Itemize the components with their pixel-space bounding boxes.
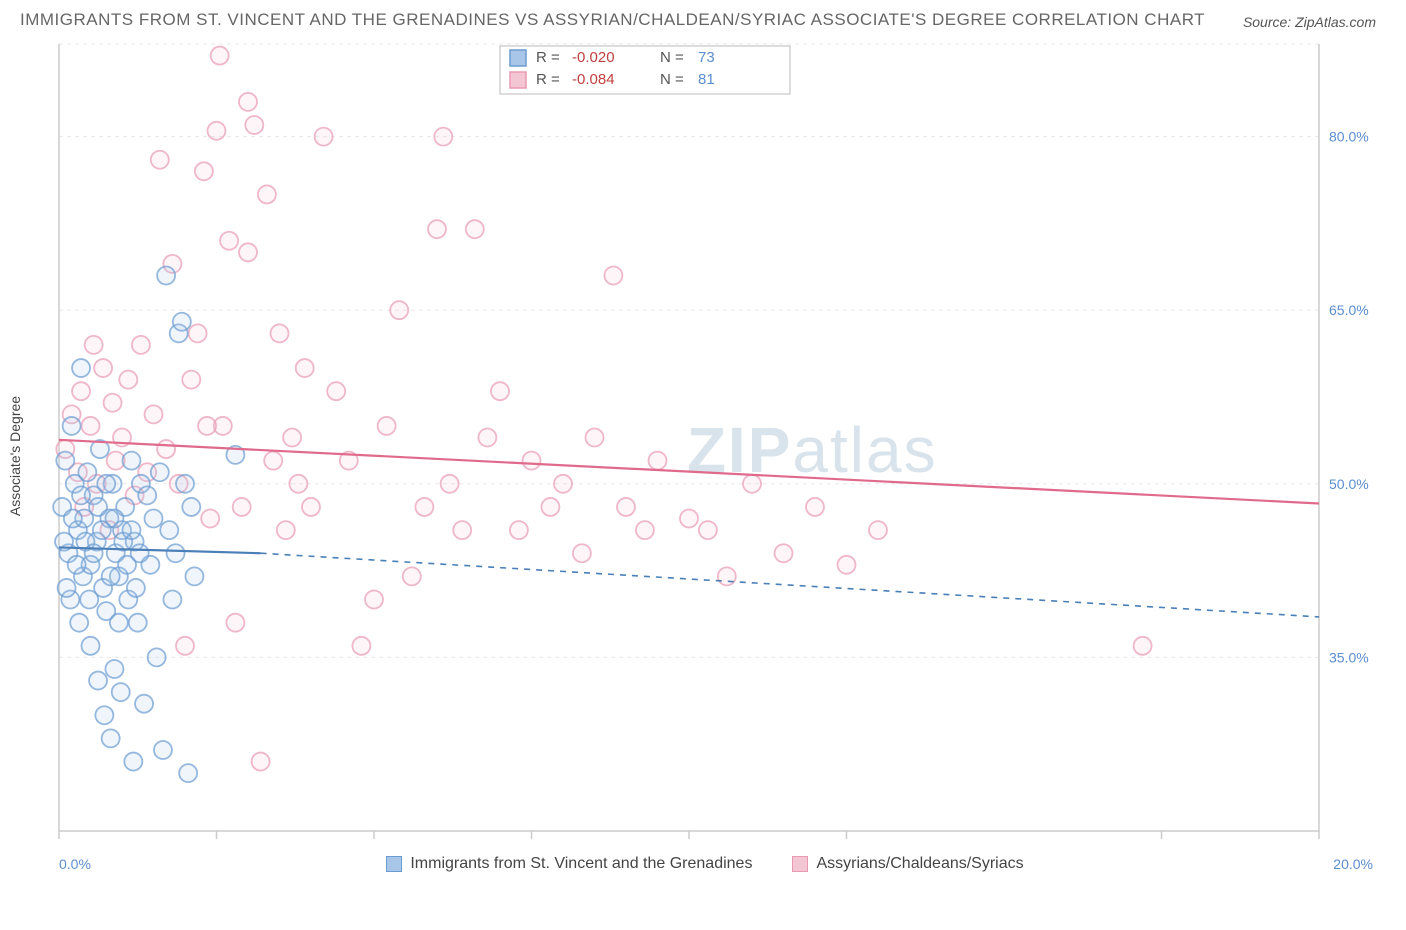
x-tick-max: 20.0% — [1333, 856, 1373, 872]
svg-text:80.0%: 80.0% — [1329, 129, 1369, 145]
svg-text:ZIPatlas: ZIPatlas — [687, 414, 938, 486]
x-tick-min: 0.0% — [59, 856, 91, 872]
source-label: Source: ZipAtlas.com — [1243, 14, 1386, 30]
svg-text:R =: R = — [536, 71, 560, 88]
svg-text:R =: R = — [536, 49, 560, 66]
svg-text:35.0%: 35.0% — [1329, 649, 1369, 665]
plot-area: Associate's Degree 35.0%50.0%65.0%80.0%Z… — [35, 38, 1375, 873]
bottom-legend-item-b: Assyrians/Chaldeans/Syriacs — [792, 855, 1023, 873]
svg-text:73: 73 — [698, 49, 715, 66]
bottom-legend: 0.0% Immigrants from St. Vincent and the… — [35, 855, 1375, 873]
bottom-legend-item-a: Immigrants from St. Vincent and the Gren… — [386, 855, 752, 873]
y-axis-label: Associate's Degree — [7, 395, 23, 515]
legend-swatch-a — [386, 856, 402, 872]
svg-text:N =: N = — [660, 71, 684, 88]
svg-text:65.0%: 65.0% — [1329, 302, 1369, 318]
chart-title: IMMIGRANTS FROM ST. VINCENT AND THE GREN… — [20, 10, 1243, 30]
svg-text:50.0%: 50.0% — [1329, 476, 1369, 492]
svg-text:81: 81 — [698, 71, 715, 88]
scatter-svg: 35.0% 50.0% 65.0% 80.0% ZIPatlas R = -0.020 N =… — [35, 38, 1375, 873]
bottom-legend-label-b: Assyrians/Chaldeans/Syriacs — [816, 855, 1023, 873]
chart-container: { "title": "IMMIGRANTS FROM ST. VINCENT … — [0, 0, 1406, 930]
header-row: IMMIGRANTS FROM ST. VINCENT AND THE GREN… — [20, 10, 1386, 30]
svg-text:N =: N = — [660, 49, 684, 66]
svg-text:-0.084: -0.084 — [572, 71, 615, 88]
bottom-legend-label-a: Immigrants from St. Vincent and the Gren… — [410, 855, 752, 873]
legend-swatch-b — [792, 856, 808, 872]
svg-text:-0.020: -0.020 — [572, 49, 615, 66]
